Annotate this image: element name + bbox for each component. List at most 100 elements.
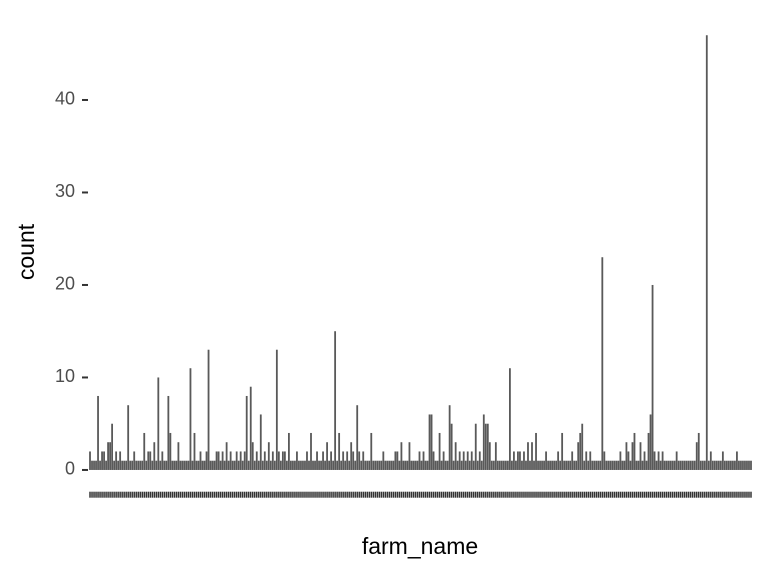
bar xyxy=(292,460,294,470)
bar xyxy=(97,395,99,470)
bar xyxy=(398,460,401,470)
bar xyxy=(406,460,409,470)
bar xyxy=(675,451,678,470)
bar xyxy=(605,460,608,470)
bar xyxy=(408,442,411,470)
bar xyxy=(384,460,387,470)
bar xyxy=(699,460,702,470)
bar xyxy=(159,460,162,470)
bar xyxy=(627,451,630,470)
bar xyxy=(251,442,254,470)
bar xyxy=(288,432,290,470)
bar xyxy=(746,460,748,470)
bar xyxy=(314,460,316,470)
bar xyxy=(402,460,405,470)
bar xyxy=(185,460,188,470)
bar xyxy=(669,460,672,470)
bar xyxy=(472,460,475,470)
bar xyxy=(557,451,560,470)
bar xyxy=(346,451,349,470)
bar xyxy=(229,451,232,470)
bar xyxy=(211,460,214,470)
bar xyxy=(177,442,180,470)
bar xyxy=(392,460,395,470)
bar xyxy=(665,460,668,470)
bar xyxy=(239,451,242,470)
bar xyxy=(89,451,91,470)
bar xyxy=(354,460,357,470)
bar xyxy=(619,451,622,470)
bar xyxy=(101,451,103,470)
bar xyxy=(631,442,634,470)
y-tick-label: 40 xyxy=(55,89,75,109)
bar xyxy=(139,460,142,470)
bar xyxy=(541,460,543,470)
bar xyxy=(635,460,638,470)
bar xyxy=(725,460,728,470)
bar xyxy=(486,423,489,470)
bar xyxy=(167,395,170,470)
bar xyxy=(380,460,383,470)
bar xyxy=(623,460,626,470)
bar xyxy=(458,451,461,470)
bar xyxy=(360,460,363,470)
bar xyxy=(709,451,712,470)
bar xyxy=(119,451,122,470)
bar xyxy=(410,460,413,470)
bar xyxy=(225,442,228,470)
bar xyxy=(509,368,511,470)
bar xyxy=(257,460,260,470)
bar xyxy=(434,460,437,470)
bar xyxy=(633,432,636,470)
bar xyxy=(324,460,326,470)
bar xyxy=(671,460,674,470)
bar xyxy=(428,414,431,470)
bar xyxy=(197,460,200,470)
bar xyxy=(173,460,176,470)
bar xyxy=(348,460,351,470)
bar xyxy=(513,451,515,470)
bar xyxy=(390,460,393,470)
bar xyxy=(376,460,379,470)
bar xyxy=(271,451,274,470)
bar xyxy=(661,451,664,470)
bar xyxy=(555,460,558,470)
bar xyxy=(420,460,423,470)
bar xyxy=(677,460,680,470)
bar xyxy=(521,460,523,470)
bar xyxy=(328,460,330,470)
bar xyxy=(193,432,196,470)
bar xyxy=(517,451,519,470)
bar xyxy=(456,460,459,470)
bar xyxy=(446,460,449,470)
bar xyxy=(205,451,208,470)
bar xyxy=(551,460,553,470)
bar xyxy=(235,451,238,470)
bar xyxy=(189,368,192,470)
bar xyxy=(294,460,296,470)
bar xyxy=(322,451,324,470)
bar xyxy=(117,460,120,470)
bar xyxy=(414,460,417,470)
bar xyxy=(418,451,421,470)
y-axis-title: count xyxy=(13,223,39,280)
bar xyxy=(744,460,746,470)
bar xyxy=(452,460,455,470)
bar xyxy=(277,451,280,470)
bar xyxy=(697,432,700,470)
bar xyxy=(727,460,730,470)
bar xyxy=(519,451,521,470)
bar xyxy=(738,460,740,470)
bar xyxy=(95,460,97,470)
bar xyxy=(511,460,513,470)
bar xyxy=(496,460,499,470)
bar xyxy=(155,460,158,470)
bar xyxy=(609,460,612,470)
bar xyxy=(438,432,441,470)
bar xyxy=(127,405,130,470)
bar xyxy=(740,460,742,470)
bar xyxy=(567,460,570,470)
bar xyxy=(145,460,148,470)
bar xyxy=(137,460,140,470)
bar xyxy=(201,460,204,470)
